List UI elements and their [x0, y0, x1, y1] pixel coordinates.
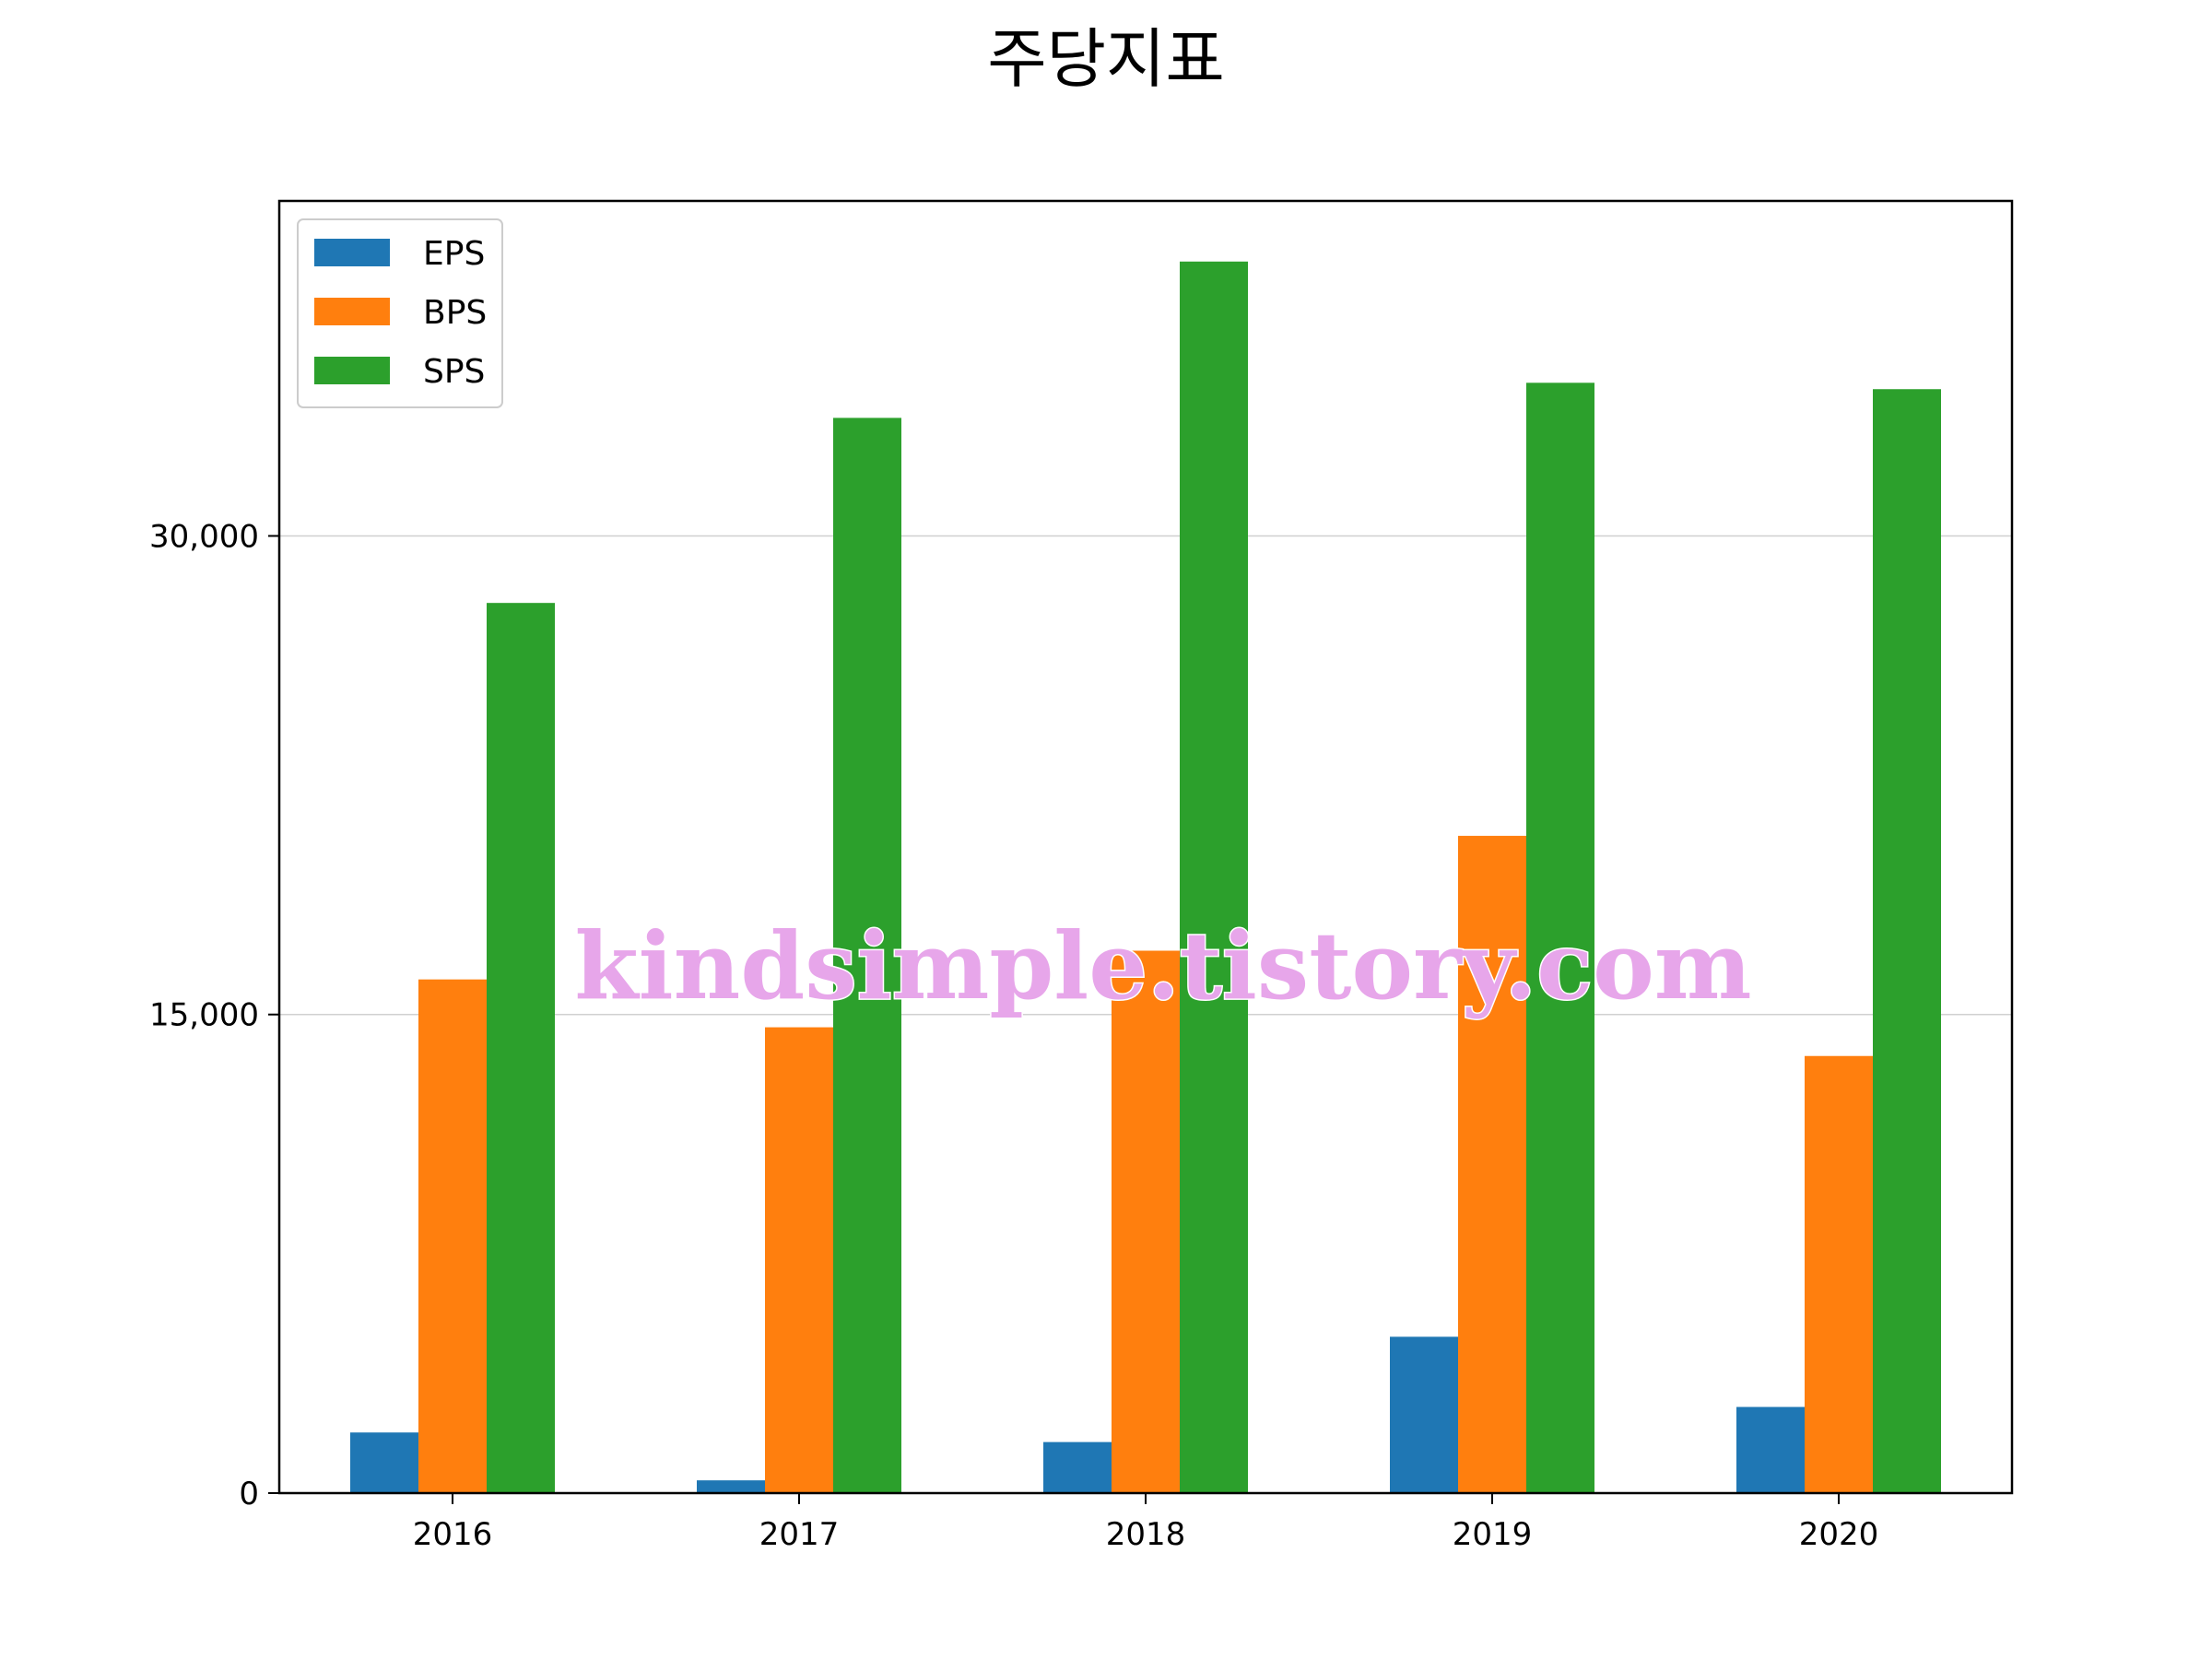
legend-swatch-bps: [314, 298, 390, 325]
bar-bps-2019: [1458, 835, 1526, 1493]
bar-sps-2016: [487, 603, 555, 1493]
y-tick-label: 0: [239, 1476, 259, 1512]
x-tick-label: 2017: [759, 1516, 840, 1553]
y-tick-label: 30,000: [149, 518, 259, 555]
x-tick-label: 2016: [413, 1516, 493, 1553]
bar-sps-2018: [1180, 261, 1248, 1493]
axes: 0 15,000 30,000 2016 2017 2018 2019 2020: [149, 199, 2014, 1553]
legend: EPS BPS SPS: [297, 218, 503, 408]
watermark-text: kindsimple.tistory.com: [574, 912, 1751, 1020]
legend-swatch-sps: [314, 357, 390, 384]
bar-bps-2020: [1805, 1055, 1873, 1493]
bar-bps-2017: [765, 1027, 833, 1493]
bar-bps-2018: [1112, 950, 1180, 1493]
legend-swatch-eps: [314, 239, 390, 266]
chart-title: 주당지표: [987, 21, 1225, 97]
bar-eps-2019: [1390, 1336, 1458, 1493]
x-tick-label: 2018: [1106, 1516, 1186, 1553]
bar-eps-2017: [697, 1480, 765, 1493]
legend-label-bps: BPS: [423, 294, 487, 332]
bar-sps-2019: [1526, 382, 1594, 1494]
bar-bps-2016: [418, 979, 487, 1493]
bar-eps-2018: [1043, 1441, 1112, 1493]
bar-sps-2017: [833, 418, 901, 1494]
x-tick-label: 2019: [1453, 1516, 1533, 1553]
legend-label-sps: SPS: [423, 353, 485, 391]
y-tick-label: 15,000: [149, 997, 259, 1034]
bar-eps-2020: [1736, 1406, 1805, 1493]
bar-eps-2016: [350, 1432, 418, 1493]
x-tick-label: 2020: [1799, 1516, 1879, 1553]
bars: [350, 261, 1941, 1494]
bar-sps-2020: [1873, 389, 1941, 1494]
legend-label-eps: EPS: [423, 235, 485, 273]
